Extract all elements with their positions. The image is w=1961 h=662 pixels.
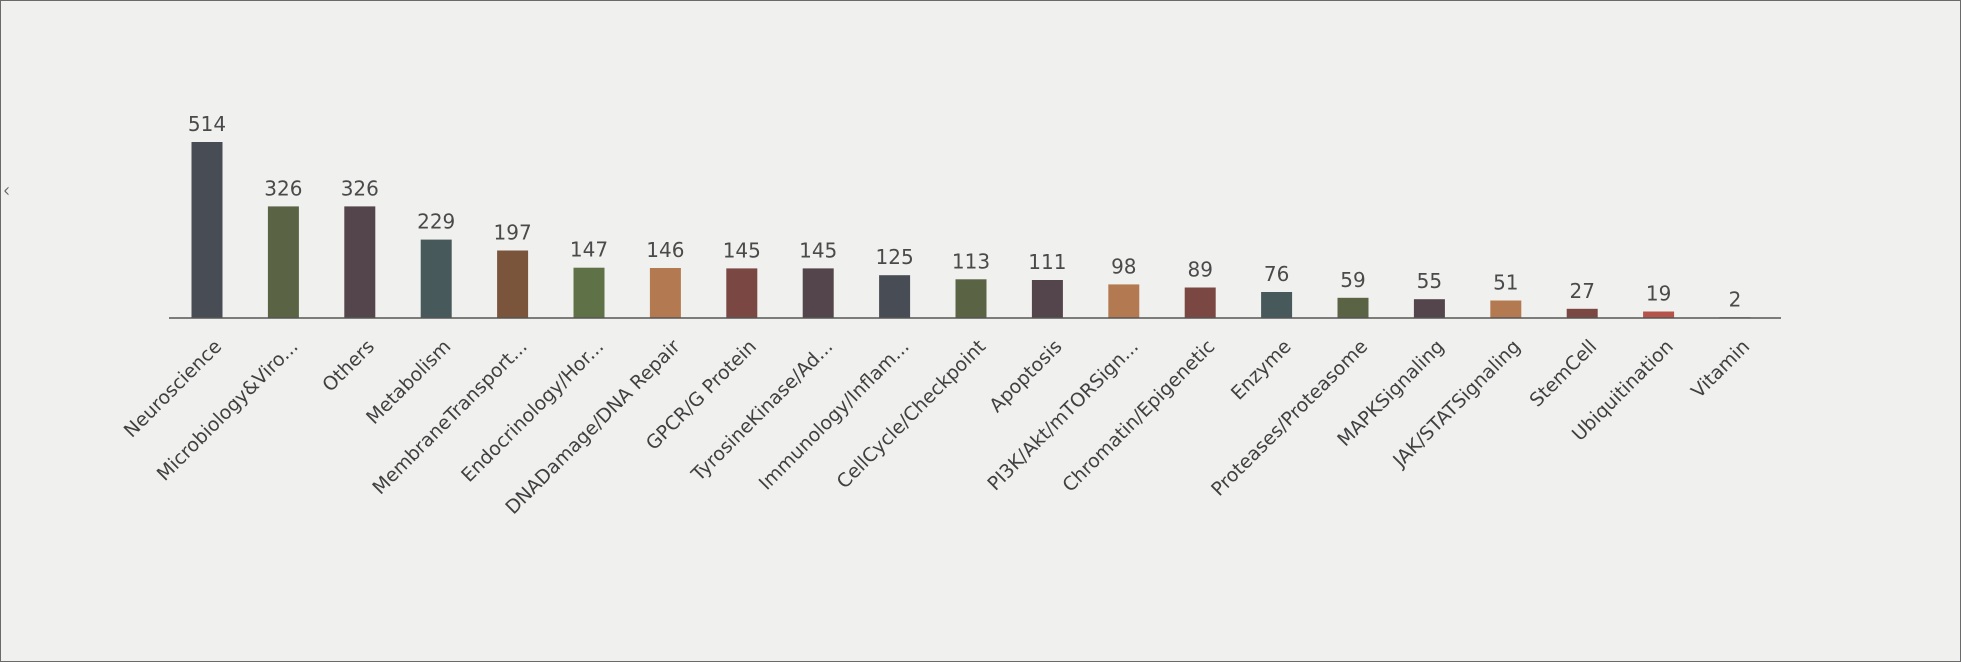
value-label-13: 98 <box>1111 254 1136 278</box>
bar-17 <box>1413 299 1445 318</box>
bar-6 <box>573 267 605 318</box>
value-label-18: 51 <box>1493 271 1518 295</box>
y-axis-label: ^ <box>3 185 19 197</box>
value-label-7: 146 <box>646 238 684 262</box>
category-label-16: Proteases/Proteasome <box>1207 336 1372 501</box>
bar-2 <box>267 206 299 318</box>
category-label-18: JAK/STATSignaling <box>1388 336 1525 473</box>
category-label-12: Apoptosis <box>985 336 1066 417</box>
value-label-8: 145 <box>723 238 761 262</box>
bar-14 <box>1184 287 1216 318</box>
value-label-5: 197 <box>494 221 532 245</box>
category-label-3: Others <box>318 336 379 397</box>
value-label-10: 125 <box>876 245 914 269</box>
category-label-9: TyrosineKinase/Ad... <box>687 336 838 487</box>
bar-8 <box>726 268 758 318</box>
bar-13 <box>1108 284 1140 318</box>
value-label-3: 326 <box>341 176 379 200</box>
bar-18 <box>1490 300 1522 318</box>
value-label-17: 55 <box>1417 269 1442 293</box>
value-label-12: 111 <box>1028 250 1066 274</box>
value-label-4: 229 <box>417 210 455 234</box>
category-label-5: MembraneTransport... <box>368 336 531 499</box>
bar-20 <box>1643 311 1675 318</box>
value-label-19: 27 <box>1569 279 1594 303</box>
category-label-6: Endocrinology/Hor... <box>457 336 608 487</box>
bar-4 <box>420 239 452 318</box>
category-label-14: Chromatin/Epigenetic <box>1058 336 1219 497</box>
value-label-21: 2 <box>1729 287 1742 311</box>
value-label-20: 19 <box>1646 282 1671 306</box>
value-label-2: 326 <box>264 176 302 200</box>
value-label-14: 89 <box>1187 258 1212 282</box>
category-label-19: StemCell <box>1526 336 1602 412</box>
bar-16 <box>1337 297 1369 318</box>
bar-7 <box>649 268 681 318</box>
bar-1 <box>191 142 223 318</box>
category-label-13: PI3K/Akt/mTORSign... <box>983 336 1143 496</box>
bar-10 <box>879 275 911 318</box>
value-label-15: 76 <box>1264 262 1289 286</box>
value-labels-group: 514 326 326 229 197 147 146 145 145 125 113 111 98 89… <box>188 112 1741 311</box>
category-label-10: Immunology/Inflam... <box>755 336 914 495</box>
value-label-16: 59 <box>1340 268 1365 292</box>
value-label-9: 145 <box>799 238 837 262</box>
category-label-11: CellCycle/Checkpoint <box>833 336 991 494</box>
bar-12 <box>1031 280 1063 318</box>
value-label-6: 147 <box>570 238 608 262</box>
category-label-2: Microbiology&Viro... <box>153 336 303 486</box>
bar-11 <box>955 279 987 318</box>
bar-5 <box>497 250 529 318</box>
category-label-15: Enzyme <box>1227 336 1296 405</box>
bar-3 <box>344 206 376 318</box>
bars-group <box>191 142 1751 319</box>
bar-19 <box>1566 308 1598 318</box>
category-label-21: Vitamin <box>1687 336 1754 403</box>
value-label-1: 514 <box>188 112 226 136</box>
value-label-11: 113 <box>952 249 990 273</box>
bar-15 <box>1261 292 1293 318</box>
bar-9 <box>802 268 834 318</box>
